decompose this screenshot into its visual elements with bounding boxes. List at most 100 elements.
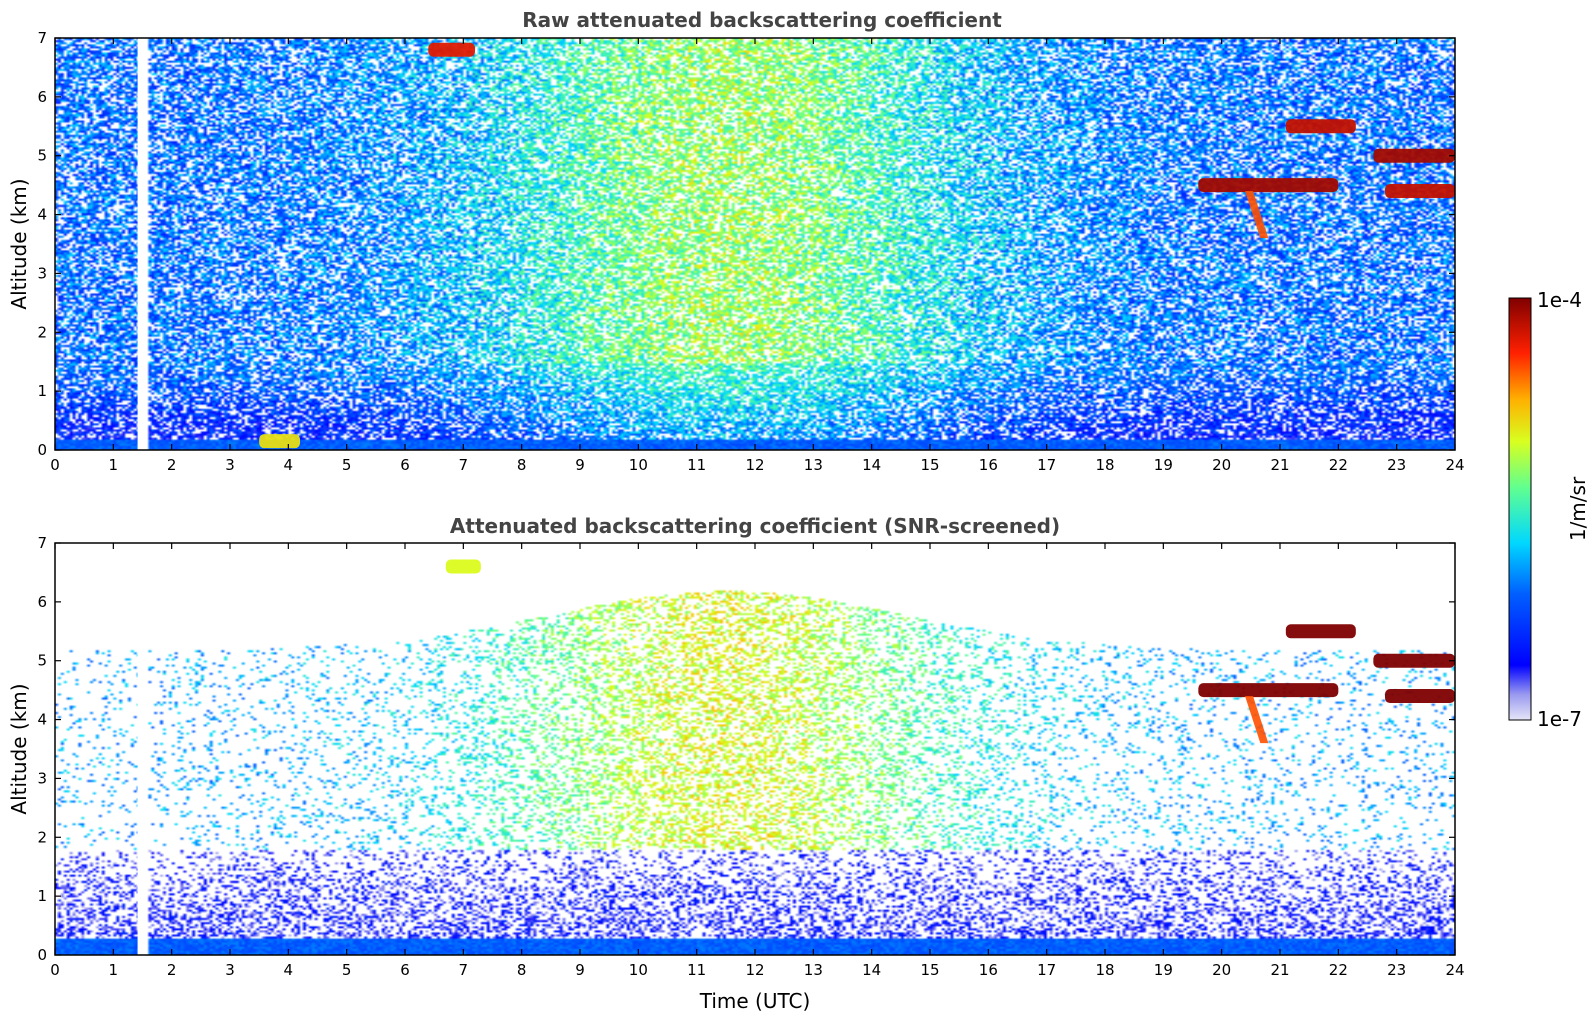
x-tick-label: 7 xyxy=(459,961,469,979)
x-tick-label: 10 xyxy=(629,961,648,979)
x-tick-label: 2 xyxy=(167,456,177,474)
x-tick-label: 21 xyxy=(1270,961,1289,979)
feature-marks xyxy=(259,42,1455,449)
x-tick-label: 21 xyxy=(1270,456,1289,474)
x-tick-label: 5 xyxy=(342,961,352,979)
x-tick-label: 14 xyxy=(862,456,881,474)
x-tick-label: 0 xyxy=(50,456,60,474)
x-tick-label: 15 xyxy=(920,961,939,979)
x-tick-label: 20 xyxy=(1212,961,1231,979)
x-tick-label: 18 xyxy=(1095,961,1114,979)
data-gap xyxy=(137,38,142,450)
x-tick-label: 14 xyxy=(862,961,881,979)
colorbar-gradient xyxy=(1508,297,1532,721)
y-ticks: 0 1 2 3 4 5 6 7 xyxy=(37,534,1455,964)
cloud-mark xyxy=(1385,689,1455,704)
x-tick-label: 13 xyxy=(804,961,823,979)
y-tick-label: 1 xyxy=(37,887,47,905)
x-tick-label: 7 xyxy=(459,456,469,474)
colorbar-min-label: 1e-7 xyxy=(1537,707,1582,731)
x-tick-label: 3 xyxy=(225,456,235,474)
y-axis-label: Altitude (km) xyxy=(7,178,31,309)
x-tick-label: 16 xyxy=(979,456,998,474)
x-tick-label: 4 xyxy=(284,456,294,474)
data-gap xyxy=(143,543,148,955)
x-tick-label: 1 xyxy=(109,961,119,979)
x-tick-label: 23 xyxy=(1387,456,1406,474)
x-tick-label: 23 xyxy=(1387,961,1406,979)
y-tick-label: 5 xyxy=(37,147,47,165)
x-tick-label: 9 xyxy=(575,961,585,979)
x-tick-label: 22 xyxy=(1329,456,1348,474)
x-tick-label: 24 xyxy=(1445,961,1464,979)
cloud-mark xyxy=(428,42,475,57)
x-tick-label: 6 xyxy=(400,456,410,474)
x-tick-label: 19 xyxy=(1154,961,1173,979)
data-gap xyxy=(143,38,148,450)
x-tick-label: 24 xyxy=(1445,456,1464,474)
y-tick-label: 3 xyxy=(37,264,47,282)
y-tick-label: 2 xyxy=(37,323,47,341)
x-tick-label: 11 xyxy=(687,456,706,474)
x-tick-label: 4 xyxy=(284,961,294,979)
x-tick-label: 6 xyxy=(400,961,410,979)
x-tick-label: 11 xyxy=(687,961,706,979)
panel-title: Raw attenuated backscattering coefficien… xyxy=(522,8,1002,32)
cloud-mark xyxy=(1373,148,1455,163)
data-gaps xyxy=(137,543,148,955)
heatmap-image xyxy=(55,543,1455,955)
colorbar-unit-label: 1/m/sr xyxy=(1566,476,1590,541)
x-tick-label: 8 xyxy=(517,456,527,474)
snr-screened-panel: Attenuated backscattering coefficient (S… xyxy=(7,514,1465,1013)
y-tick-label: 2 xyxy=(37,828,47,846)
y-tick-label: 3 xyxy=(37,769,47,787)
virga-mark xyxy=(1245,191,1269,239)
heatmap-image xyxy=(55,38,1455,450)
panel-title: Attenuated backscattering coefficient (S… xyxy=(450,514,1060,538)
aerosol-mark xyxy=(259,434,300,449)
x-tick-label: 2 xyxy=(167,961,177,979)
y-tick-label: 4 xyxy=(37,711,47,729)
x-axis-label: Time (UTC) xyxy=(699,989,811,1013)
y-ticks: 0 1 2 3 4 5 6 7 xyxy=(37,29,1455,459)
x-tick-label: 20 xyxy=(1212,456,1231,474)
colorbar: 1e-4 1e-7 1/m/sr xyxy=(1508,288,1590,731)
x-tick-label: 15 xyxy=(920,456,939,474)
cloud-mark xyxy=(1198,178,1339,193)
x-tick-label: 8 xyxy=(517,961,527,979)
x-tick-label: 3 xyxy=(225,961,235,979)
y-tick-label: 1 xyxy=(37,382,47,400)
cloud-mark xyxy=(1385,184,1455,199)
x-tick-label: 16 xyxy=(979,961,998,979)
x-tick-label: 12 xyxy=(745,961,764,979)
y-tick-label: 6 xyxy=(37,593,47,611)
x-tick-label: 1 xyxy=(109,456,119,474)
colorbar-max-label: 1e-4 xyxy=(1537,288,1582,312)
data-gap xyxy=(140,543,145,955)
y-tick-label: 0 xyxy=(37,441,47,459)
y-tick-label: 4 xyxy=(37,206,47,224)
x-tick-label: 5 xyxy=(342,456,352,474)
x-tick-label: 19 xyxy=(1154,456,1173,474)
y-tick-label: 7 xyxy=(37,29,47,47)
raw-backscatter-panel: Raw attenuated backscattering coefficien… xyxy=(7,8,1465,474)
data-gap xyxy=(137,543,142,955)
data-gap xyxy=(140,38,145,450)
y-tick-label: 0 xyxy=(37,946,47,964)
x-tick-label: 0 xyxy=(50,961,60,979)
x-tick-label: 17 xyxy=(1037,456,1056,474)
feature-marks xyxy=(445,559,1455,744)
x-tick-label: 10 xyxy=(629,456,648,474)
cloud-mark xyxy=(1285,119,1356,134)
x-tick-label: 18 xyxy=(1095,456,1114,474)
cloud-mark xyxy=(1198,683,1339,698)
y-tick-label: 6 xyxy=(37,88,47,106)
x-tick-label: 22 xyxy=(1329,961,1348,979)
cloud-mark xyxy=(1373,653,1455,668)
y-axis-label: Altitude (km) xyxy=(7,683,31,814)
cloud-mark xyxy=(445,559,481,574)
x-tick-label: 9 xyxy=(575,456,585,474)
x-tick-label: 13 xyxy=(804,456,823,474)
virga-mark xyxy=(1245,696,1269,744)
